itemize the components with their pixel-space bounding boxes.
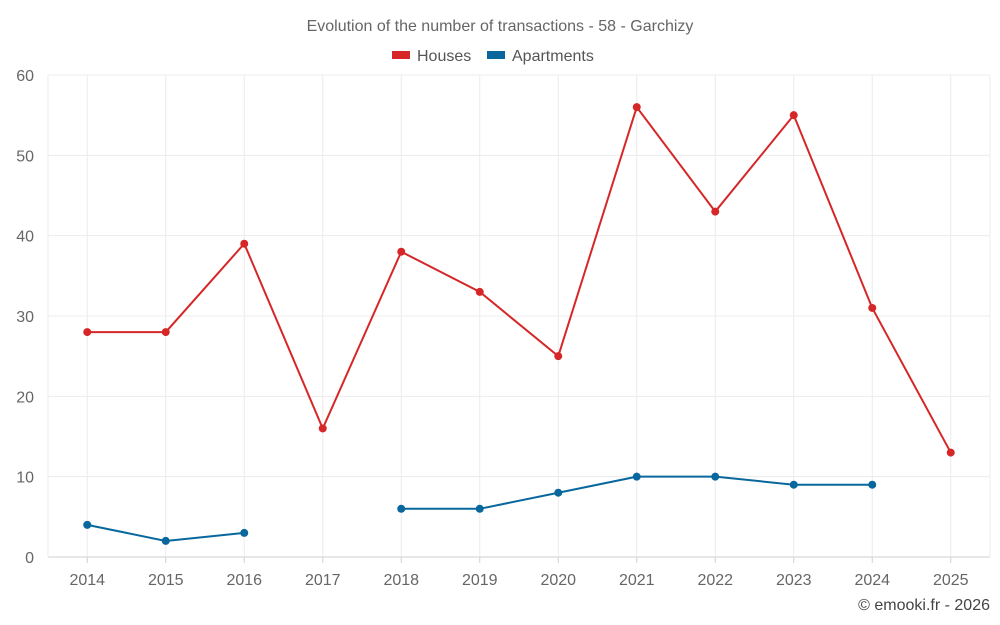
legend-label: Apartments: [512, 48, 594, 65]
axes: 0 10 20 30 40 50 60 2014 2015 2016 2017 2018 2019 202…: [16, 68, 968, 589]
y-tick-label: 40: [16, 229, 34, 246]
x-tick-label: 2014: [69, 572, 105, 589]
houses-point[interactable]: [789, 111, 798, 120]
legend-item-apartments[interactable]: Apartments: [487, 48, 594, 65]
x-tick-label: 2016: [226, 572, 262, 589]
series-apartments: [83, 472, 877, 545]
legend-label: Houses: [417, 48, 471, 65]
y-tick-label: 20: [16, 389, 34, 406]
x-tick-label: 2017: [305, 572, 341, 589]
chart-title: Evolution of the number of transactions …: [307, 18, 694, 35]
houses-point[interactable]: [946, 448, 955, 457]
houses-point[interactable]: [475, 287, 484, 296]
x-tick-label: 2025: [933, 572, 969, 589]
credit-text: © emooki.fr - 2026: [858, 597, 990, 614]
x-tick-label: 2021: [619, 572, 655, 589]
apartments-point[interactable]: [632, 472, 641, 481]
houses-point[interactable]: [554, 352, 563, 361]
houses-point[interactable]: [240, 239, 249, 248]
houses-point[interactable]: [868, 303, 877, 312]
apartments-point[interactable]: [397, 504, 406, 513]
series-layer: [83, 103, 955, 545]
houses-point[interactable]: [632, 103, 641, 112]
legend-swatch: [392, 51, 410, 59]
houses-line: [87, 104, 952, 454]
y-tick-label: 30: [16, 309, 34, 326]
x-tick-label: 2023: [776, 572, 812, 589]
houses-point[interactable]: [711, 207, 720, 216]
apartments-point[interactable]: [161, 536, 170, 545]
y-tick-label: 0: [25, 550, 34, 567]
apartments-point[interactable]: [711, 472, 720, 481]
apartments-point[interactable]: [554, 488, 563, 497]
apartments-point[interactable]: [475, 504, 484, 513]
houses-point[interactable]: [397, 247, 406, 256]
legend-item-houses[interactable]: Houses: [392, 48, 471, 65]
houses-point[interactable]: [83, 328, 92, 337]
x-tick-label: 2015: [148, 572, 184, 589]
x-tick-label: 2024: [854, 572, 890, 589]
series-houses: [83, 103, 955, 457]
x-tick-label: 2022: [697, 572, 733, 589]
y-tick-label: 10: [16, 470, 34, 487]
apartments-point[interactable]: [868, 480, 877, 489]
apartments-point[interactable]: [789, 480, 798, 489]
x-tick-label: 2020: [540, 572, 576, 589]
apartments-point[interactable]: [83, 520, 92, 529]
y-tick-label: 50: [16, 148, 34, 165]
x-tick-label: 2019: [462, 572, 498, 589]
legend[interactable]: Houses Apartments: [392, 48, 594, 65]
y-tick-label: 60: [16, 68, 34, 85]
apartments-point[interactable]: [240, 528, 249, 537]
legend-swatch: [487, 51, 505, 59]
gridlines: [47, 74, 991, 558]
x-tick-label: 2018: [383, 572, 419, 589]
houses-point[interactable]: [161, 328, 170, 337]
houses-point[interactable]: [318, 424, 327, 433]
